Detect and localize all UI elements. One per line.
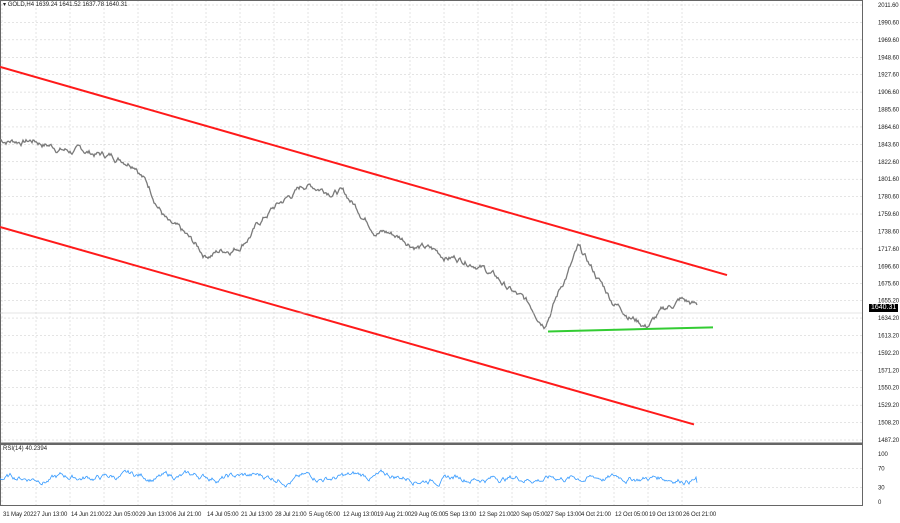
- y-tick-label: 1487.20: [878, 438, 900, 444]
- y-tick-label: 1906.60: [878, 90, 900, 96]
- x-tick-label: 19 Oct 13:00: [649, 512, 683, 518]
- y-tick-label: 1843.60: [878, 142, 900, 148]
- y-tick-label: 1948.60: [878, 55, 900, 61]
- y-tick-label: 1780.60: [878, 195, 900, 201]
- x-tick-label: 29 Aug 05:00: [411, 512, 446, 518]
- y-tick-label: 1634.20: [878, 316, 900, 322]
- channel-lower-line: [0, 226, 695, 426]
- rsi-header: RSI(14) 40.2394: [3, 446, 48, 452]
- collapse-triangle-icon[interactable]: ▾: [3, 2, 7, 8]
- x-tick-label: 26 Oct 21:00: [683, 512, 717, 518]
- current-price-label: 1640.31: [869, 304, 899, 312]
- rsi-panel-border: [0, 444, 863, 506]
- y-tick-label: 1717.60: [878, 247, 900, 253]
- x-tick-label: 29 Jun 13:00: [139, 512, 173, 518]
- ohlc-values: 1639.24 1641.52 1637.78 1640.31: [35, 2, 128, 8]
- x-tick-label: 5 Aug 05:00: [309, 512, 341, 518]
- x-tick-label: 14 Jul 05:00: [207, 512, 239, 518]
- x-tick-label: 27 Sep 13:00: [547, 512, 582, 518]
- y-tick-label: 1990.60: [878, 20, 900, 26]
- y-tick-label: 1571.20: [878, 368, 900, 374]
- x-tick-label: 21 Jul 13:00: [241, 512, 273, 518]
- x-tick-label: 19 Aug 21:00: [377, 512, 412, 518]
- rsi-tick-label: 30: [878, 486, 885, 492]
- rsi-tick-label: 0: [878, 500, 882, 506]
- rsi-tick-label: 70: [878, 466, 885, 472]
- x-tick-label: 14 Jun 21:00: [71, 512, 105, 518]
- x-tick-label: 12 Oct 05:00: [615, 512, 649, 518]
- x-tick-label: 22 Jun 05:00: [105, 512, 139, 518]
- y-tick-label: 1864.60: [878, 125, 900, 131]
- y-tick-label: 1508.20: [878, 421, 900, 427]
- x-tick-label: 28 Jul 21:00: [275, 512, 307, 518]
- support-line: [547, 326, 714, 333]
- y-tick-label: 1801.60: [878, 177, 900, 183]
- y-tick-label: 1613.20: [878, 333, 900, 339]
- chart-header: ▾ GOLD,H4 1639.24 1641.52 1637.78 1640.3…: [3, 1, 127, 8]
- rsi-tick-label: 100: [878, 452, 888, 458]
- x-tick-label: 12 Sep 21:00: [479, 512, 514, 518]
- price-line: [0, 138, 698, 330]
- x-tick-label: 20 Sep 05:00: [513, 512, 548, 518]
- y-tick-label: 1592.20: [878, 351, 900, 357]
- y-tick-label: 1738.60: [878, 229, 900, 235]
- y-tick-label: 1550.20: [878, 386, 900, 392]
- rsi-line: [0, 469, 698, 488]
- channel-upper-line: [0, 65, 728, 277]
- y-tick-label: 1927.60: [878, 73, 900, 79]
- y-tick-label: 1675.60: [878, 282, 900, 288]
- y-tick-label: 1655.20: [878, 299, 900, 305]
- x-tick-label: 7 Jun 13:00: [37, 512, 68, 518]
- y-tick-label: 1969.60: [878, 38, 900, 44]
- x-tick-label: 6 Jul 21:00: [173, 512, 202, 518]
- y-tick-label: 1759.60: [878, 212, 900, 218]
- y-tick-label: 1529.20: [878, 403, 900, 409]
- y-tick-label: 1822.60: [878, 160, 900, 166]
- y-tick-label: 1885.60: [878, 108, 900, 114]
- x-tick-label: 31 May 2022: [3, 512, 37, 518]
- x-tick-label: 12 Aug 13:00: [343, 512, 378, 518]
- x-tick-label: 5 Sep 13:00: [445, 512, 477, 518]
- x-tick-label: 4 Oct 21:00: [581, 512, 612, 518]
- y-tick-label: 2011.60: [878, 3, 899, 9]
- symbol-label: GOLD,H4: [7, 2, 35, 8]
- y-tick-label: 1696.60: [878, 264, 900, 270]
- main-panel-border: [0, 0, 863, 444]
